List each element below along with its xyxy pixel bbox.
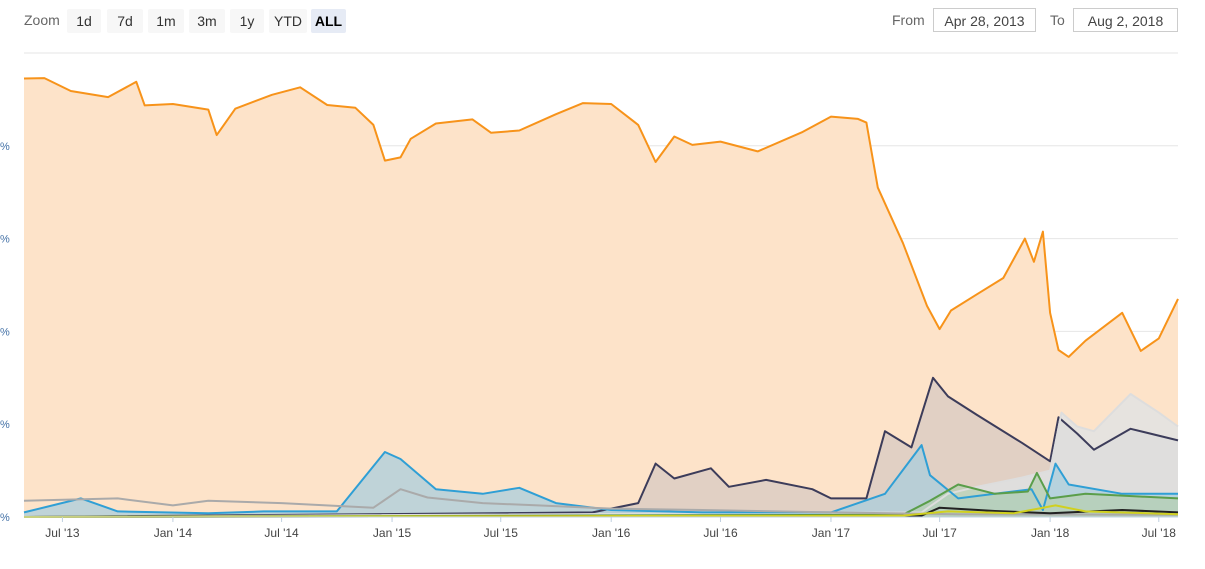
- x-axis: Jul '13 Jan '14 Jul '14 Jan '15 Jul '15 Jan '…: [45, 517, 1176, 540]
- y-tick-label: %: [0, 512, 10, 524]
- series-lines: [23, 77, 1179, 518]
- zoom-7d-button[interactable]: 7d: [107, 9, 143, 33]
- x-tick-label: Jul '18: [1142, 526, 1177, 540]
- range-selector: Zoom 1d 7d 1m 3m 1y YTD ALL From Apr 28,…: [0, 0, 1205, 44]
- from-date-input[interactable]: Apr 28, 2013: [933, 8, 1036, 32]
- x-tick-label: Jan '14: [154, 526, 193, 540]
- series-fills: [24, 78, 1178, 517]
- series-line-4: [23, 471, 1179, 518]
- series-line-3: [23, 444, 1178, 515]
- series-area-1: [24, 377, 1178, 517]
- series-line-5: [23, 488, 1179, 516]
- to-label: To: [1050, 12, 1065, 28]
- from-label: From: [892, 12, 925, 28]
- series-line-2: [23, 393, 1179, 518]
- x-tick-label: Jul '17: [922, 526, 957, 540]
- series-layer: [23, 77, 1179, 518]
- x-tick-label: Jan '18: [1031, 526, 1070, 540]
- series-line-6: [23, 506, 1179, 518]
- series-area-3: [24, 445, 1178, 517]
- zoom-1y-button[interactable]: 1y: [230, 9, 264, 33]
- y-tick-label: %: [0, 419, 10, 431]
- x-tick-label: Jan '15: [373, 526, 412, 540]
- x-tick-label: Jul '13: [45, 526, 80, 540]
- zoom-label: Zoom: [24, 12, 60, 28]
- x-tick-label: Jul '14: [264, 526, 299, 540]
- series-line-7: [23, 504, 1179, 518]
- to-date-input[interactable]: Aug 2, 2018: [1073, 8, 1178, 32]
- zoom-ytd-button[interactable]: YTD: [269, 9, 307, 33]
- series-line-1: [23, 376, 1179, 518]
- x-tick-label: Jan '16: [592, 526, 631, 540]
- x-tick-label: Jul '15: [484, 526, 519, 540]
- y-tick-label: %: [0, 326, 10, 338]
- series-line-0: [23, 77, 1179, 358]
- y-tick-label: %: [0, 234, 10, 246]
- x-tick-label: Jan '17: [812, 526, 851, 540]
- zoom-1m-button[interactable]: 1m: [148, 9, 184, 33]
- zoom-1d-button[interactable]: 1d: [67, 9, 101, 33]
- series-area-0: [24, 78, 1178, 517]
- y-tick-label: %: [0, 141, 10, 153]
- zoom-3m-button[interactable]: 3m: [189, 9, 225, 33]
- y-axis: %%%%%: [0, 141, 10, 524]
- zoom-all-button[interactable]: ALL: [311, 9, 346, 33]
- x-tick-label: Jul '16: [703, 526, 738, 540]
